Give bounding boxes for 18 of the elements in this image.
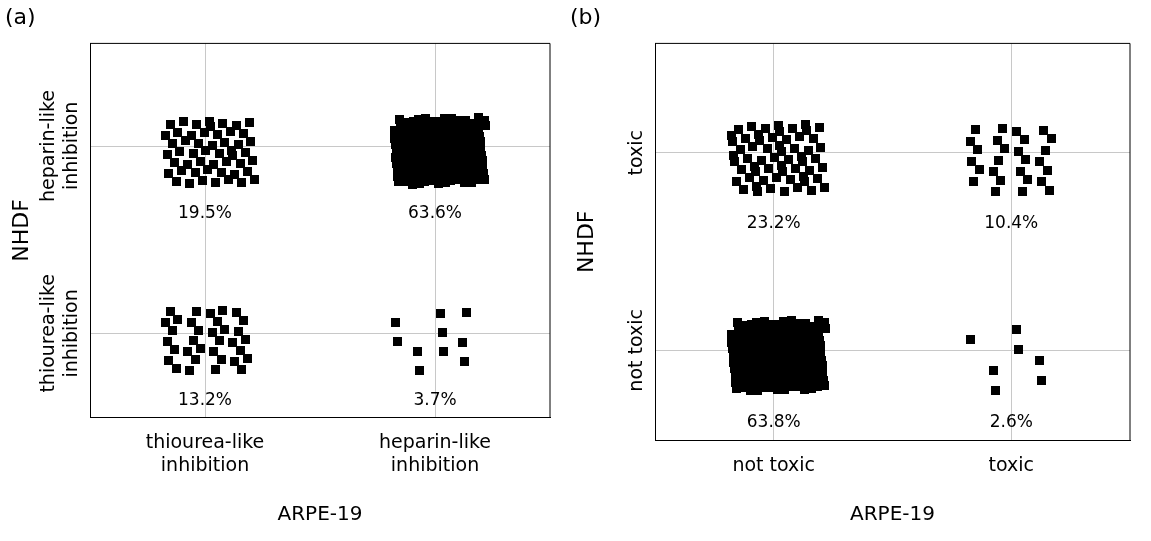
data-label: 10.4% bbox=[984, 212, 1039, 233]
x-axis-title: ARPE-19 bbox=[277, 501, 363, 526]
x-tick-label: thiourea-like inhibition bbox=[145, 429, 265, 475]
data-label: 3.7% bbox=[413, 388, 457, 409]
data-label: 19.5% bbox=[177, 201, 233, 222]
data-label: 63.8% bbox=[746, 410, 801, 431]
y-axis-title: NHDF bbox=[572, 210, 598, 274]
y-axis-title: NHDF bbox=[7, 199, 33, 262]
x-tick-label: not toxic bbox=[732, 452, 816, 475]
x-axis-title: ARPE-19 bbox=[850, 501, 935, 526]
data-label: 13.2% bbox=[177, 388, 233, 409]
chart-title: (a) bbox=[5, 3, 36, 29]
x-tick-label: toxic bbox=[988, 452, 1034, 475]
data-label: 23.2% bbox=[746, 212, 801, 233]
data-label: 63.6% bbox=[407, 201, 463, 222]
chart-title: (b) bbox=[570, 3, 602, 29]
x-tick-label: heparin-like inhibition bbox=[379, 429, 491, 475]
data-label: 2.6% bbox=[989, 410, 1033, 431]
